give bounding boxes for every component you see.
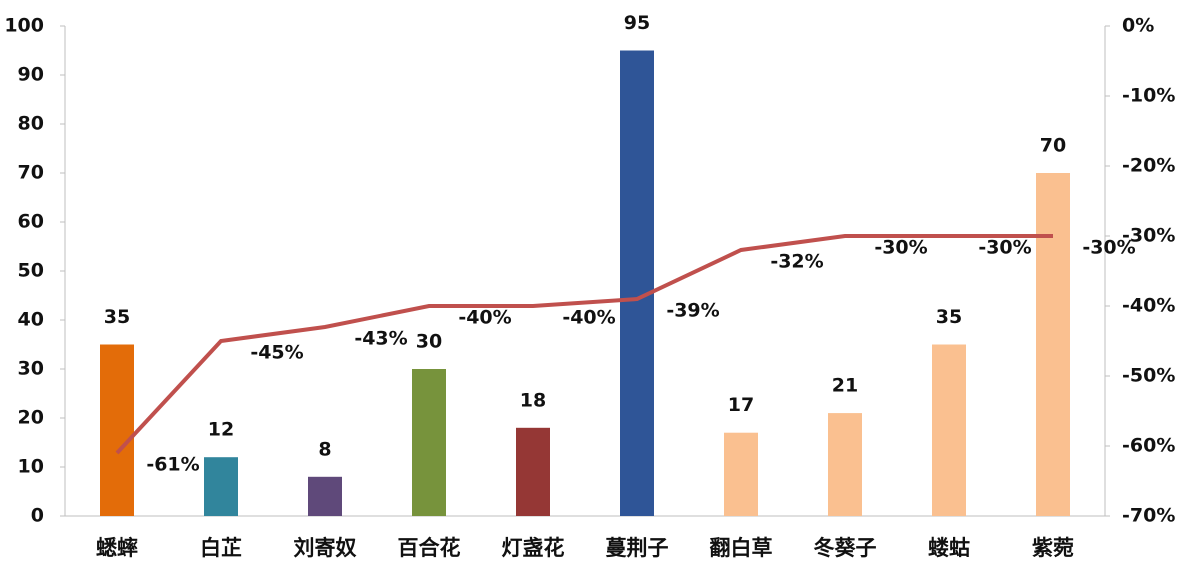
- bar-value-label: 35: [936, 306, 962, 328]
- x-tick-label: 蟋蟀: [96, 536, 138, 560]
- x-tick-label: 百合花: [398, 536, 461, 560]
- y2-tick-label: -70%: [1122, 505, 1175, 527]
- bar: [932, 344, 966, 516]
- x-tick-label: 紫菀: [1032, 536, 1074, 560]
- x-tick-label: 翻白草: [710, 536, 773, 560]
- bar: [100, 344, 134, 516]
- x-tick-label: 蝼蛄: [928, 536, 970, 560]
- bar-value-label: 21: [832, 375, 858, 397]
- bar: [204, 457, 238, 516]
- y2-tick-label: -10%: [1122, 85, 1175, 107]
- y-tick-label: 80: [18, 113, 44, 135]
- bar-value-label: 35: [104, 306, 130, 328]
- line-value-label: -30%: [874, 237, 927, 259]
- y-tick-label: 60: [18, 211, 44, 233]
- y-tick-label: 90: [18, 64, 44, 86]
- x-tick-label: 刘寄奴: [294, 536, 357, 560]
- bar-value-label: 70: [1040, 135, 1066, 157]
- y-tick-label: 30: [18, 358, 44, 380]
- x-tick-label: 蔓荆子: [606, 536, 669, 560]
- bar-value-label: 18: [520, 389, 546, 411]
- bar-value-label: 30: [416, 331, 442, 353]
- bar: [308, 476, 342, 516]
- x-tick-label: 灯盏花: [502, 536, 565, 560]
- line-value-label: -40%: [458, 307, 511, 329]
- line-value-label: -30%: [978, 237, 1031, 259]
- y-tick-label: 40: [18, 309, 44, 331]
- y-tick-label: 20: [18, 407, 44, 429]
- line-value-label: -39%: [666, 300, 719, 322]
- bar-value-label: 12: [208, 419, 234, 441]
- bar-value-label: 8: [318, 438, 331, 460]
- bar: [1036, 173, 1070, 516]
- x-tick-label: 白芷: [200, 536, 242, 560]
- bar: [724, 432, 758, 516]
- line-value-label: -30%: [1082, 237, 1135, 259]
- y2-tick-label: -30%: [1122, 225, 1175, 247]
- y-tick-label: 100: [4, 15, 44, 37]
- y-tick-label: 0: [31, 505, 44, 527]
- bar: [620, 50, 654, 516]
- bar: [412, 369, 446, 516]
- line-value-label: -40%: [562, 307, 615, 329]
- line-value-label: -45%: [250, 342, 303, 364]
- bar-value-label: 17: [728, 394, 754, 416]
- bar: [516, 427, 550, 516]
- line-value-label: -43%: [354, 328, 407, 350]
- y2-tick-label: -50%: [1122, 365, 1175, 387]
- line: [115, 234, 1053, 455]
- y-tick-label: 10: [18, 456, 44, 478]
- y-tick-label: 50: [18, 260, 44, 282]
- bar-value-label: 95: [624, 12, 650, 34]
- y2-tick-label: 0%: [1122, 15, 1154, 37]
- line-value-label: -61%: [146, 454, 199, 476]
- line-value-label: -32%: [770, 251, 823, 273]
- y2-tick-label: -40%: [1122, 295, 1175, 317]
- y2-tick-label: -60%: [1122, 435, 1175, 457]
- y-tick-label: 70: [18, 162, 44, 184]
- bar: [828, 413, 862, 516]
- x-tick-label: 冬葵子: [814, 536, 877, 560]
- y2-tick-label: -20%: [1122, 155, 1175, 177]
